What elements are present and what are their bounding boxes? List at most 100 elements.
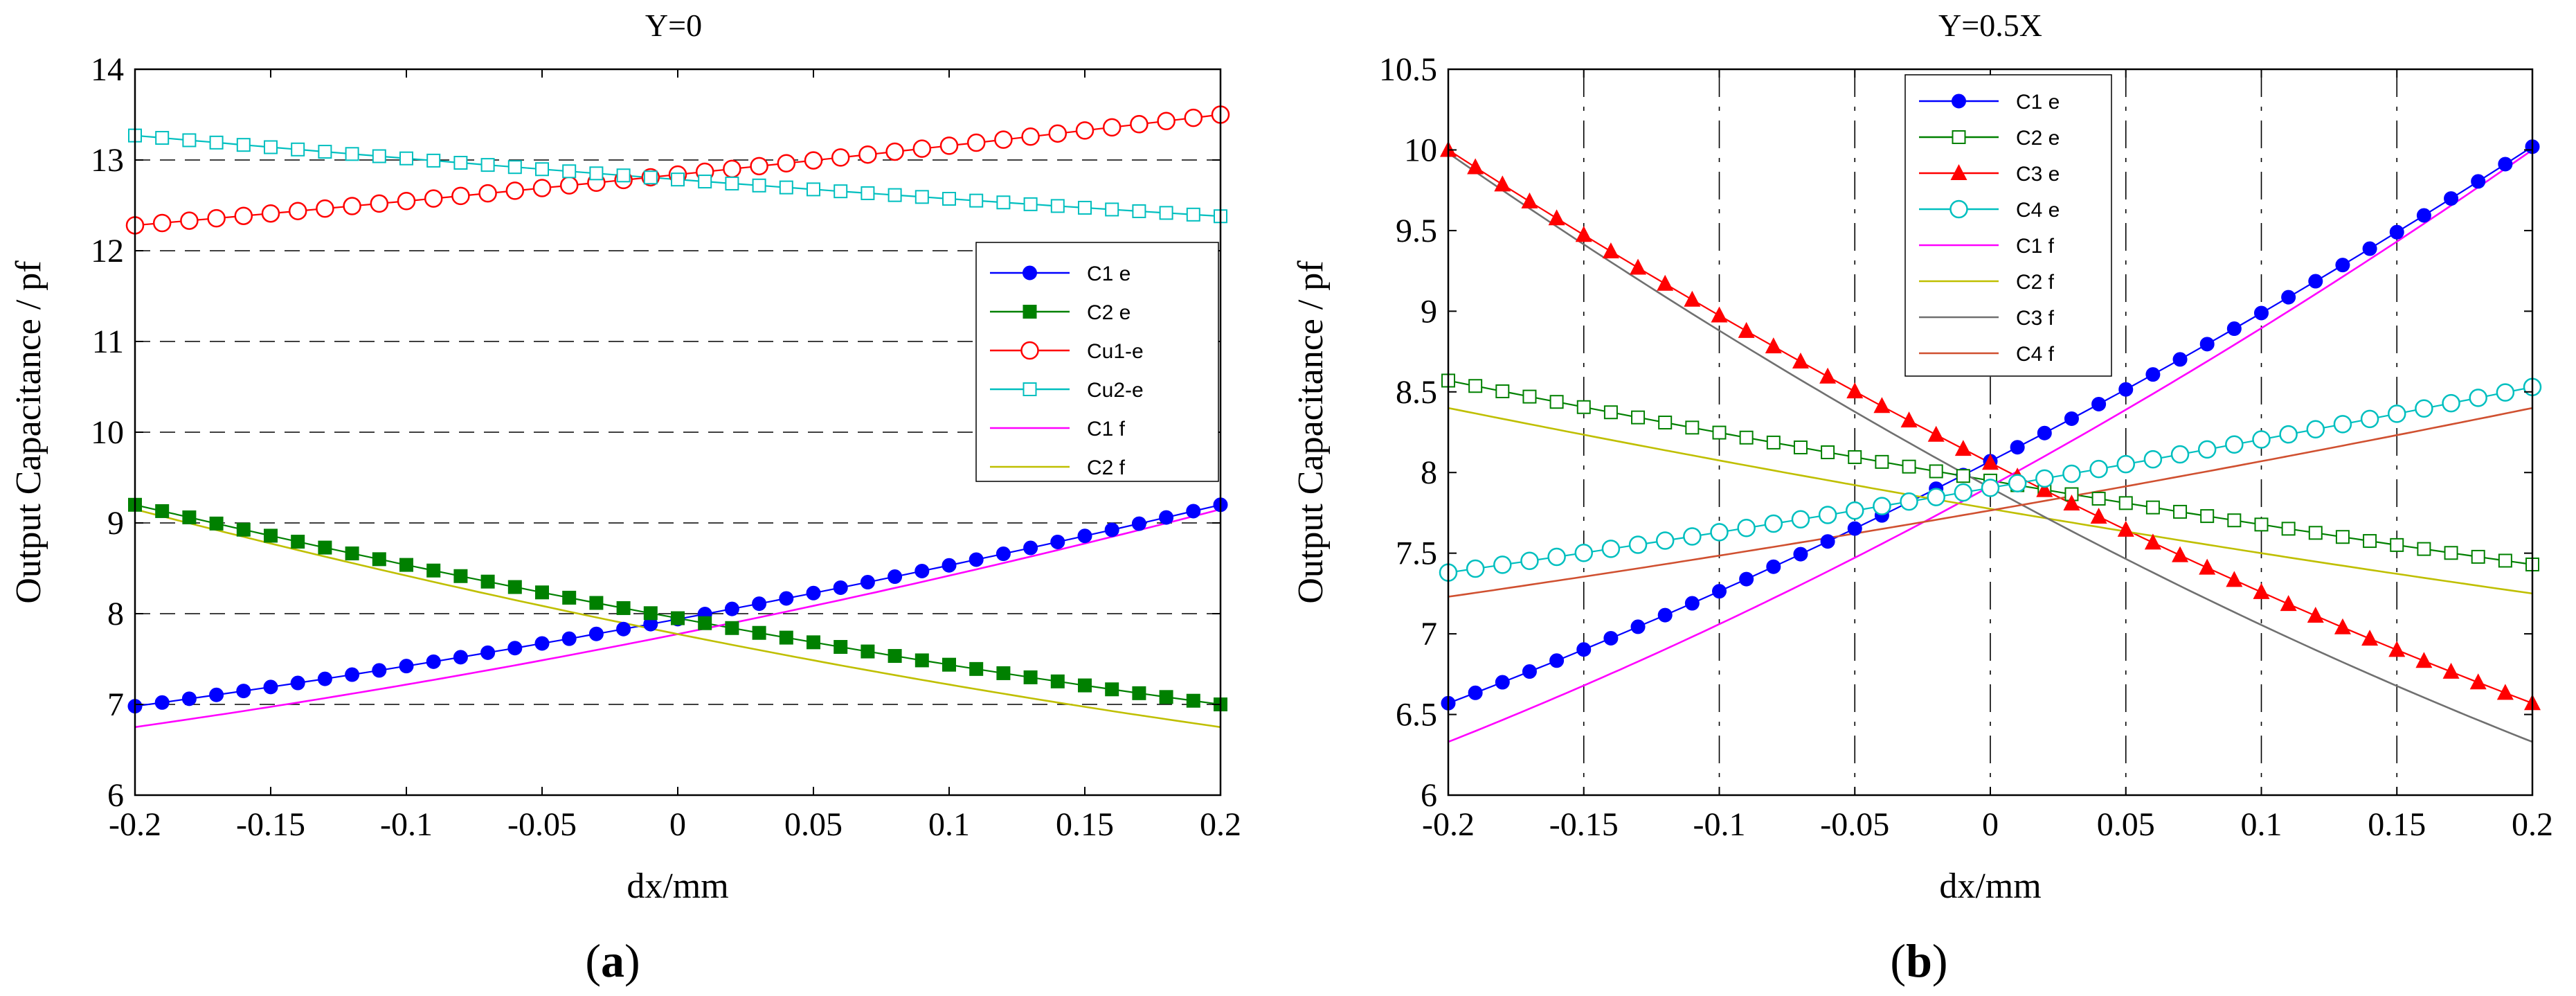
data-point	[2335, 530, 2350, 544]
data-point	[643, 170, 658, 185]
data-point	[1684, 596, 1700, 611]
legend-swatch-marker	[1023, 265, 1037, 281]
data-point	[2063, 494, 2080, 510]
data-point	[1050, 199, 1065, 213]
legend-label: C2 e	[2016, 127, 2060, 150]
legend-label: C1 f	[1087, 418, 1126, 441]
y-tick-label: 8	[1421, 454, 1437, 491]
data-point	[1468, 379, 1483, 393]
data-point	[2008, 474, 2027, 492]
y-tick-label: 6	[1421, 777, 1437, 814]
data-point	[1050, 674, 1065, 688]
data-point	[1493, 555, 1512, 574]
data-point	[725, 176, 739, 190]
data-point	[939, 136, 959, 155]
data-point	[1711, 306, 1728, 323]
data-point	[2173, 504, 2188, 519]
data-point	[996, 195, 1011, 210]
data-point	[1547, 547, 1566, 567]
data-point	[1467, 158, 1484, 175]
data-point	[834, 184, 848, 199]
panel-label: (b)	[1890, 934, 1947, 987]
data-point	[1737, 518, 1756, 537]
data-point	[807, 635, 820, 650]
data-point	[1494, 175, 1511, 192]
legend-swatch-marker	[1023, 382, 1037, 396]
legend-swatch-marker	[1952, 130, 1966, 144]
data-point	[1981, 479, 2000, 497]
data-point	[318, 145, 332, 159]
data-point	[478, 184, 497, 203]
data-point	[1132, 204, 1146, 218]
data-point	[345, 667, 360, 682]
data-point	[1766, 559, 1781, 574]
legend-label: C2 f	[2016, 271, 2055, 294]
data-point	[966, 133, 986, 152]
data-point	[1078, 678, 1092, 693]
data-point	[426, 153, 441, 168]
legend-swatch-marker	[1950, 164, 1967, 180]
data-point	[1023, 197, 1038, 211]
series-group	[1439, 139, 2542, 743]
data-point	[643, 606, 658, 621]
data-point	[1658, 416, 1673, 430]
data-point	[2170, 445, 2190, 464]
data-point	[2442, 662, 2460, 679]
y-axis-title: Output Capacitance / pf	[9, 260, 48, 604]
data-point	[291, 535, 305, 549]
data-point	[207, 208, 226, 228]
data-point	[2064, 411, 2079, 426]
data-point	[343, 197, 361, 215]
data-point	[1050, 534, 1065, 549]
data-point	[1631, 410, 1646, 425]
data-point	[1929, 464, 1943, 479]
data-point	[1131, 516, 1146, 531]
data-point	[424, 189, 443, 208]
x-axis-title: dx/mm	[627, 866, 728, 906]
legend-label: C2 f	[1087, 456, 1126, 479]
data-point	[2469, 389, 2487, 407]
data-point	[480, 574, 495, 589]
data-point	[316, 199, 334, 218]
data-point	[180, 211, 199, 230]
data-point	[507, 160, 522, 175]
y-tick-label: 7.5	[1396, 535, 1437, 572]
data-point	[2252, 430, 2271, 449]
data-point	[589, 166, 604, 181]
data-point	[1873, 397, 1891, 413]
data-point	[589, 596, 604, 610]
data-point	[2091, 491, 2106, 506]
axis-ticks: -0.2 -0.15 -0.1 -0.05 0 0.05 0.1 0.15 0.2 6 7 8 9 10 1…	[91, 51, 1241, 843]
x-tick-label: -0.05	[1820, 806, 1889, 843]
data-point	[1847, 521, 1862, 536]
data-point	[1157, 112, 1176, 130]
y-tick-label: 10	[1404, 132, 1437, 168]
data-point	[861, 186, 875, 200]
data-point	[1023, 670, 1038, 684]
data-point	[261, 204, 280, 223]
data-point	[1927, 488, 1945, 506]
data-point	[480, 158, 495, 172]
legend-label: C3 f	[2016, 307, 2055, 330]
data-point	[2389, 224, 2404, 240]
data-point	[2498, 157, 2513, 172]
data-point	[1549, 653, 1565, 668]
data-point	[1576, 642, 1592, 657]
data-point	[534, 636, 550, 651]
data-point	[779, 630, 793, 645]
data-point	[1791, 510, 1810, 529]
data-point	[1023, 540, 1038, 555]
data-point	[1186, 207, 1200, 222]
data-point	[1875, 454, 1889, 469]
data-point	[616, 601, 631, 615]
data-point	[1956, 469, 1970, 483]
data-point	[2090, 508, 2107, 524]
data-point	[2471, 549, 2485, 564]
data-point	[1630, 619, 1646, 634]
data-point	[2335, 258, 2350, 273]
y-tick-label: 6.5	[1396, 697, 1437, 733]
data-point	[532, 179, 552, 197]
data-point	[1603, 630, 1619, 646]
data-point	[372, 149, 386, 163]
data-point	[181, 691, 197, 706]
